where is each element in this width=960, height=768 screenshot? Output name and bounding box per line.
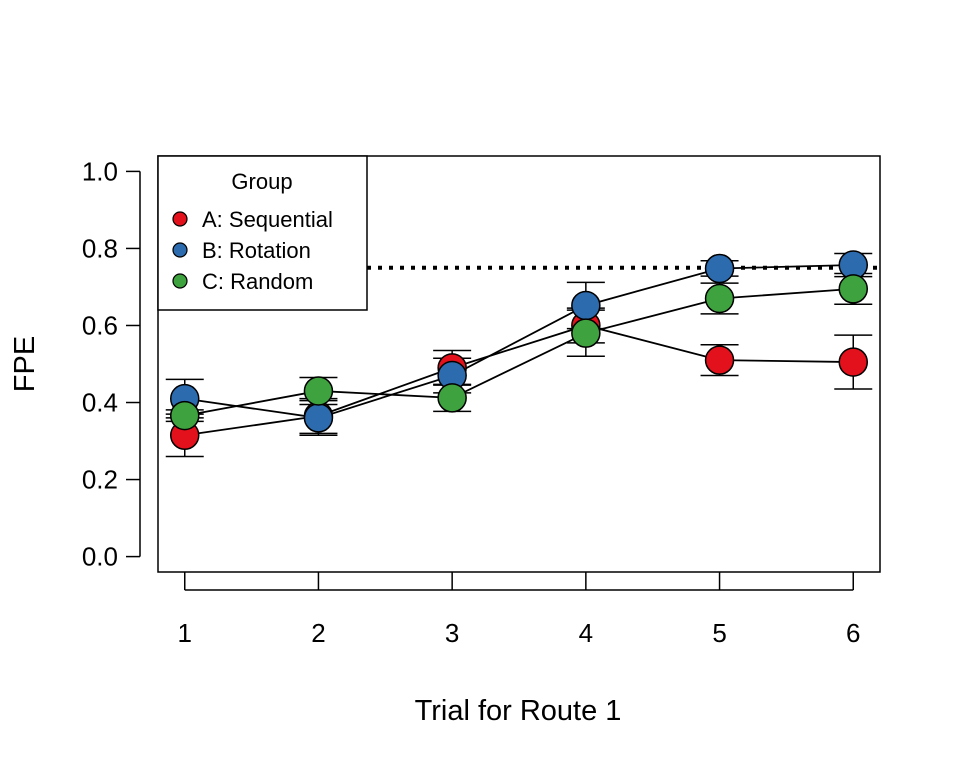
legend-box: [157, 155, 368, 311]
x-tick-label: 5: [712, 618, 726, 648]
x-tick-label: 4: [579, 618, 593, 648]
x-tick-label: 3: [445, 618, 459, 648]
data-point: [838, 347, 869, 377]
y-tick-label: 0.8: [82, 233, 118, 263]
legend-title: Group: [231, 169, 292, 194]
y-tick-label: 0.0: [82, 542, 118, 572]
legend-marker: [172, 242, 188, 258]
data-point: [704, 283, 735, 314]
x-tick-label: 2: [311, 618, 325, 648]
data-point: [169, 400, 200, 431]
data-point: [437, 383, 467, 413]
plot-border: [157, 155, 881, 573]
x-axis-title: Trial for Route 1: [415, 695, 622, 727]
y-tick-label: 0.2: [82, 465, 118, 495]
data-point: [303, 403, 334, 433]
legend-marker: [172, 211, 188, 227]
legend: Group A: Sequential B: Rotation C: Random: [157, 155, 368, 311]
legend-label: C: Random: [202, 269, 313, 294]
series-line: [184, 324, 854, 437]
series-line: [184, 287, 854, 417]
y-tick-label: 1.0: [82, 156, 118, 186]
data-point: [704, 345, 735, 375]
data-point: [571, 290, 601, 321]
series-line: [184, 264, 854, 419]
legend-label: A: Sequential: [202, 207, 333, 232]
legend-marker: [172, 273, 188, 289]
data-point: [838, 274, 869, 304]
x-tick-label: 6: [846, 618, 860, 648]
data-point: [704, 253, 735, 284]
x-tick-label: 1: [178, 618, 192, 648]
y-tick-label: 0.6: [82, 310, 118, 340]
y-tick-label: 0.4: [82, 388, 118, 418]
data-point: [303, 376, 334, 406]
y-axis-title: FPE: [9, 336, 41, 392]
data-point: [571, 318, 601, 348]
legend-label: B: Rotation: [202, 238, 311, 263]
